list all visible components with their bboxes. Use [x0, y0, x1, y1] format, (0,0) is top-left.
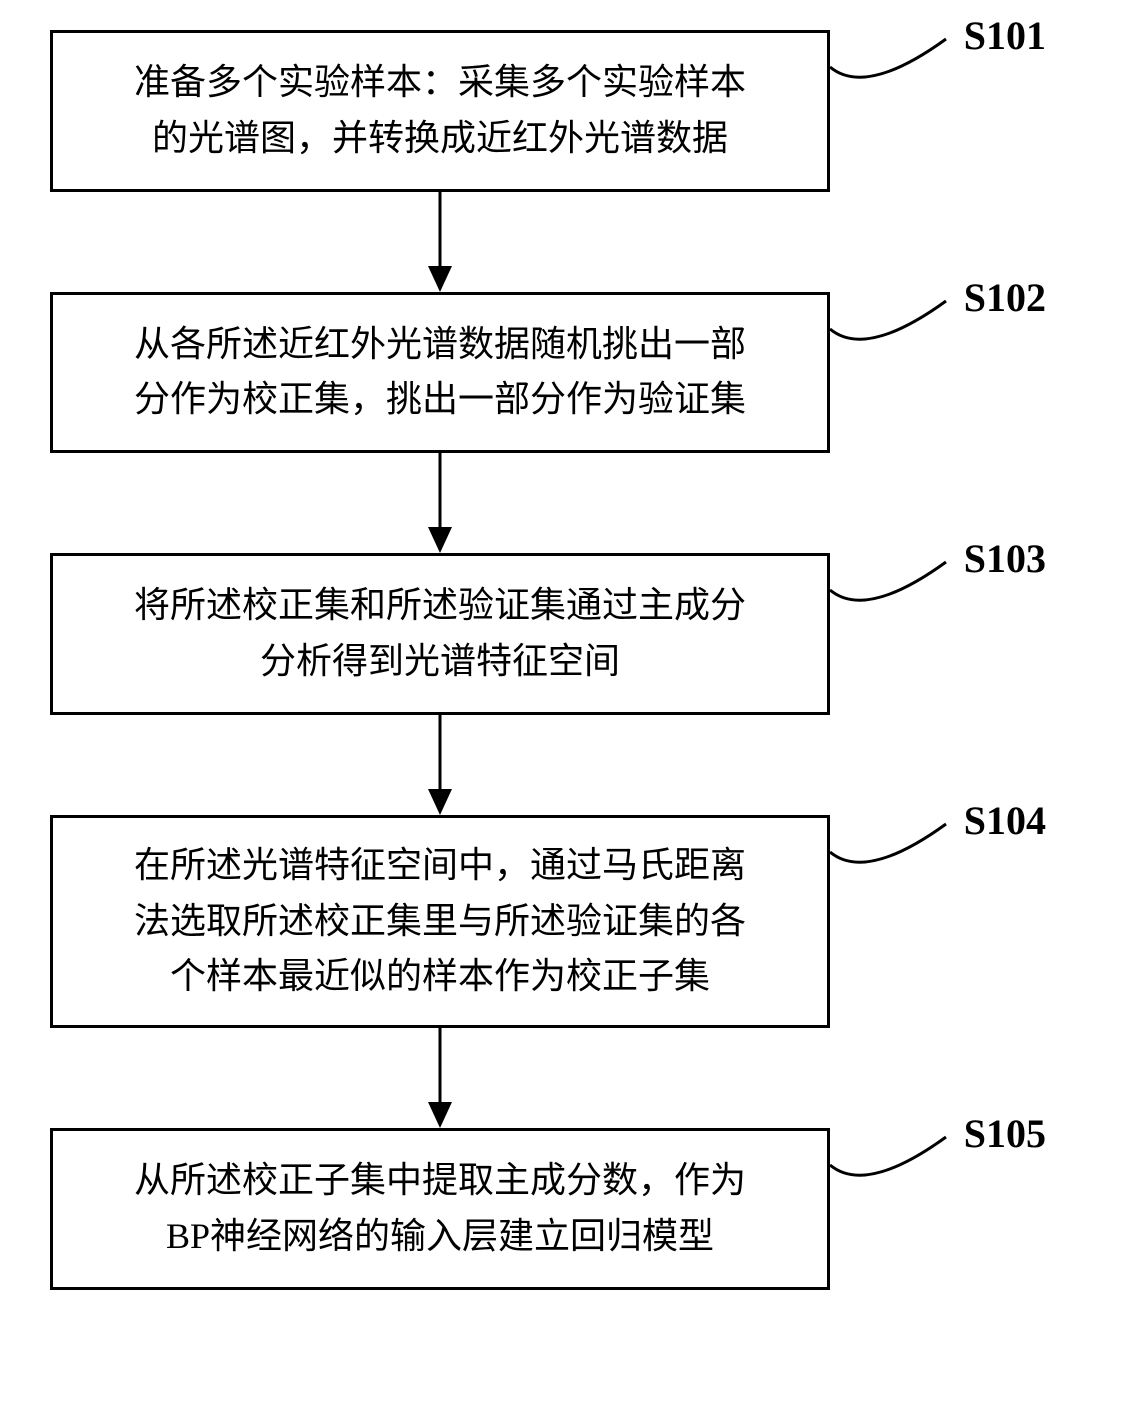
step-label-3: S103 — [964, 535, 1046, 582]
connector-curve-2 — [826, 299, 976, 359]
arrow-3 — [50, 715, 830, 815]
step-label-5: S105 — [964, 1110, 1046, 1157]
step-text-1-line1: 准备多个实验样本：采集多个实验样本 — [85, 55, 795, 111]
step-wrapper-2: 从各所述近红外光谱数据随机挑出一部 分作为校正集，挑出一部分作为验证集 S102 — [50, 292, 1076, 454]
step-text-2-line1: 从各所述近红外光谱数据随机挑出一部 — [85, 317, 795, 373]
step-label-2: S102 — [964, 274, 1046, 321]
step-text-4-line3: 个样本最近似的样本作为校正子集 — [81, 949, 799, 1005]
step-box-5: 从所述校正子集中提取主成分数，作为 BP神经网络的输入层建立回归模型 — [50, 1128, 830, 1290]
connector-curve-4 — [826, 822, 976, 882]
arrow-4 — [50, 1028, 830, 1128]
step-box-4: 在所述光谱特征空间中，通过马氏距离 法选取所述校正集里与所述验证集的各 个样本最… — [50, 815, 830, 1028]
step-text-1-line2: 的光谱图，并转换成近红外光谱数据 — [85, 111, 795, 167]
connector-curve-3 — [826, 560, 976, 620]
step-wrapper-3: 将所述校正集和所述验证集通过主成分 分析得到光谱特征空间 S103 — [50, 553, 1076, 715]
connector-curve-5 — [826, 1135, 976, 1195]
connector-curve-1 — [826, 37, 976, 97]
arrow-2 — [50, 453, 830, 553]
step-box-1: 准备多个实验样本：采集多个实验样本 的光谱图，并转换成近红外光谱数据 — [50, 30, 830, 192]
step-text-3-line1: 将所述校正集和所述验证集通过主成分 — [85, 578, 795, 634]
arrow-svg-1 — [420, 192, 460, 292]
step-wrapper-1: 准备多个实验样本：采集多个实验样本 的光谱图，并转换成近红外光谱数据 S101 — [50, 30, 1076, 192]
step-box-2: 从各所述近红外光谱数据随机挑出一部 分作为校正集，挑出一部分作为验证集 — [50, 292, 830, 454]
step-text-4-line1: 在所述光谱特征空间中，通过马氏距离 — [81, 838, 799, 894]
step-label-1: S101 — [964, 12, 1046, 59]
step-wrapper-5: 从所述校正子集中提取主成分数，作为 BP神经网络的输入层建立回归模型 S105 — [50, 1128, 1076, 1290]
step-text-5-line2: BP神经网络的输入层建立回归模型 — [85, 1209, 795, 1265]
flowchart-container: 准备多个实验样本：采集多个实验样本 的光谱图，并转换成近红外光谱数据 S101 … — [50, 30, 1076, 1290]
step-box-3: 将所述校正集和所述验证集通过主成分 分析得到光谱特征空间 — [50, 553, 830, 715]
step-label-4: S104 — [964, 797, 1046, 844]
arrow-1 — [50, 192, 830, 292]
step-text-5-line1: 从所述校正子集中提取主成分数，作为 — [85, 1153, 795, 1209]
step-wrapper-4: 在所述光谱特征空间中，通过马氏距离 法选取所述校正集里与所述验证集的各 个样本最… — [50, 815, 1076, 1028]
step-text-3-line2: 分析得到光谱特征空间 — [85, 634, 795, 690]
arrow-svg-2 — [420, 453, 460, 553]
arrow-svg-3 — [420, 715, 460, 815]
arrow-svg-4 — [420, 1028, 460, 1128]
step-text-2-line2: 分作为校正集，挑出一部分作为验证集 — [85, 372, 795, 428]
step-text-4-line2: 法选取所述校正集里与所述验证集的各 — [81, 894, 799, 950]
